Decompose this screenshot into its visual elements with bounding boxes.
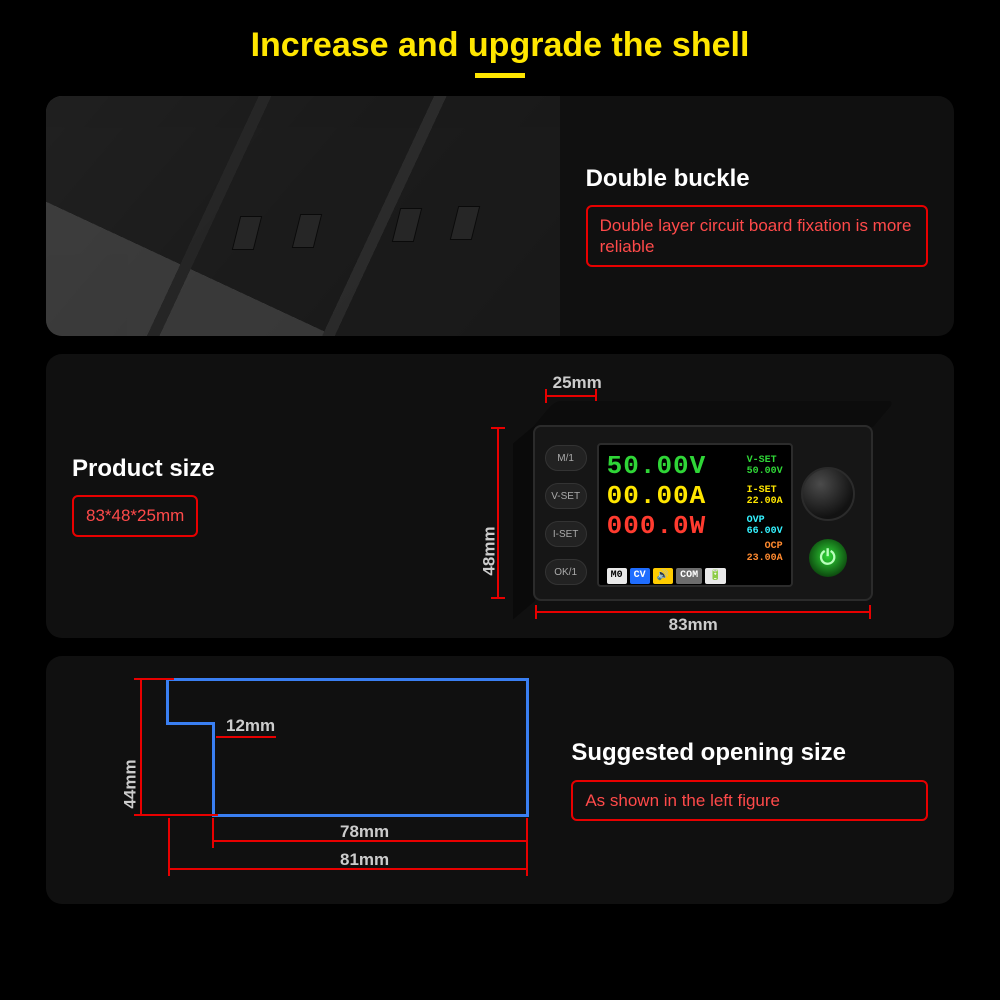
module-face: M/1 V-SET I-SET OK/1 50.00V V-SET 50.00V xyxy=(533,425,873,601)
dim-12: 12mm xyxy=(226,716,275,736)
lcd-current: 00.00A xyxy=(607,481,707,511)
page-title: Increase and upgrade the shell xyxy=(40,26,960,65)
lcd-voltage: 50.00V xyxy=(607,451,707,481)
shell-render xyxy=(46,96,560,336)
btn-ok[interactable]: OK/1 xyxy=(545,559,587,585)
card1-note: Double layer circuit board fixation is m… xyxy=(586,205,928,268)
dim-44: 44mm xyxy=(121,759,141,808)
dim-width: 83mm xyxy=(669,615,718,635)
power-button[interactable]: ⏻ xyxy=(809,539,847,577)
dim-depth: 25mm xyxy=(553,373,602,393)
lcd-power: 000.0W xyxy=(607,511,707,541)
btn-iset[interactable]: I-SET xyxy=(545,521,587,547)
dim-78: 78mm xyxy=(340,822,389,842)
card2-heading: Product size xyxy=(72,455,397,483)
card-product-size: Product size 83*48*25mm 25mm 48mm 83mm xyxy=(46,354,954,638)
btn-vset[interactable]: V-SET xyxy=(545,483,587,509)
dim-81: 81mm xyxy=(340,850,389,870)
opening-diagram: 44mm 12mm 78mm 81mm xyxy=(106,678,515,878)
card2-note: 83*48*25mm xyxy=(72,495,198,536)
lcd-strip: M0 CV 🔊 COM 🔋 xyxy=(607,568,783,584)
btn-m[interactable]: M/1 xyxy=(545,445,587,471)
dim-height: 48mm xyxy=(479,526,499,575)
card-double-buckle: Double buckle Double layer circuit board… xyxy=(46,96,954,336)
rotary-knob[interactable] xyxy=(801,467,855,521)
card-opening-size: 44mm 12mm 78mm 81mm Suggested opening si… xyxy=(46,656,954,904)
card3-note: As shown in the left figure xyxy=(571,780,928,821)
module-diagram: 25mm 48mm 83mm M/1 V-SET I-SET xyxy=(469,371,909,621)
lcd-screen: 50.00V V-SET 50.00V 00.00A I-SET 22.00A xyxy=(597,443,793,587)
card3-heading: Suggested opening size xyxy=(571,739,928,768)
title-accent-bar xyxy=(475,73,525,78)
card1-heading: Double buckle xyxy=(586,165,928,193)
